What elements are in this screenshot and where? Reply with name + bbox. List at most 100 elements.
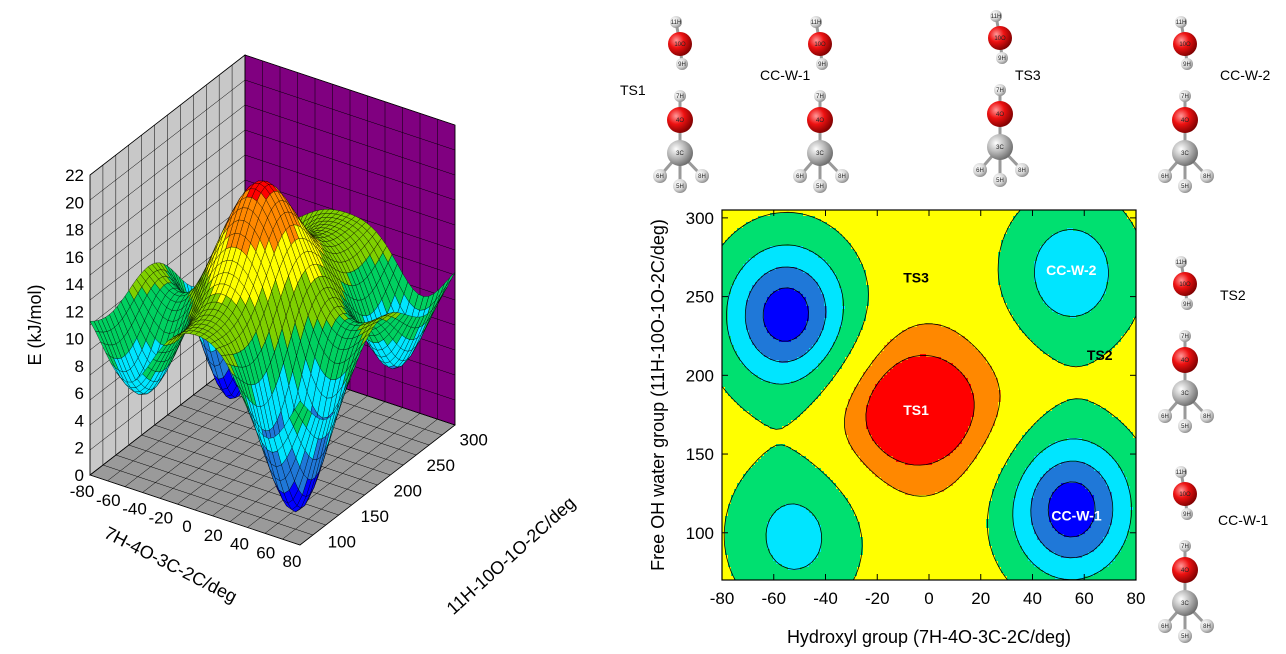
contour-cell: [722, 324, 729, 328]
contour-cell: [722, 576, 735, 580]
contour-cell: [860, 381, 879, 385]
contour-cell: [722, 222, 747, 226]
contour-cell: [869, 468, 969, 472]
contour-cell: [1094, 402, 1136, 406]
contour-cell: [797, 417, 846, 421]
contour-cell: [767, 528, 822, 532]
contour-cell: [725, 549, 771, 553]
contour-cell: [1124, 540, 1136, 544]
contour-cell: [722, 213, 771, 217]
contour-cell: [989, 507, 1014, 511]
contour-cell: [818, 255, 858, 259]
contour-cell: [869, 366, 894, 370]
contour-cell: [722, 492, 735, 496]
contour-cell: [722, 546, 726, 550]
contour-cell: [830, 477, 882, 481]
contour-cell: [1040, 291, 1107, 295]
contour-cell: [782, 426, 846, 430]
contour-cell: [722, 297, 729, 301]
contour-cell: [1043, 543, 1101, 547]
contour-cell: [842, 288, 870, 292]
contour-cell: [722, 258, 750, 262]
contour-cell: [731, 501, 849, 505]
contour-cell: [770, 549, 822, 553]
atom-label: 9H: [1183, 512, 1191, 518]
contour-cell: [866, 309, 1011, 313]
contour-cell: [722, 228, 738, 232]
contour-cell: [1049, 507, 1095, 511]
contour-cell: [722, 237, 729, 241]
surface-z-tick-label: 12: [65, 302, 84, 321]
contour-cell: [764, 303, 807, 307]
contour-cell: [746, 309, 765, 313]
grid-line: [89, 54, 246, 176]
hydrogen-atom: [1015, 163, 1029, 177]
contour-cell: [1100, 570, 1136, 574]
contour-cell: [1124, 333, 1136, 337]
contour-cell: [863, 267, 999, 271]
contour-cell: [947, 486, 996, 490]
contour-cell: [722, 375, 759, 379]
contour-cell: [1013, 513, 1032, 517]
contour-cell: [1088, 489, 1110, 493]
contour-cell: [977, 453, 1011, 457]
atom-label: 8H: [1018, 168, 1026, 174]
contour-cell: [974, 414, 999, 418]
contour-cell: [1055, 552, 1089, 556]
surface-z-tick-label: 0: [75, 466, 84, 485]
contour-cell: [824, 357, 846, 361]
contour-cell: [1115, 555, 1136, 559]
contour-cell: [1097, 444, 1136, 448]
contour-cell: [767, 450, 798, 454]
contour-cell: [1127, 330, 1136, 334]
contour-cell: [722, 300, 729, 304]
contour-cell: [1106, 258, 1136, 262]
contour-cell: [836, 339, 858, 343]
atom-label: 6H: [1161, 624, 1169, 630]
contour-cell: [986, 438, 1023, 442]
contour-cell: [791, 447, 852, 451]
contour-cell: [1028, 558, 1116, 562]
contour-cell: [863, 540, 990, 544]
contour-cell: [1034, 459, 1116, 463]
contour-line: [744, 266, 1114, 559]
contour-cell: [1025, 552, 1056, 556]
contour-cell: [1004, 300, 1044, 304]
contour-cell: [1001, 291, 1041, 295]
contour-cell: [818, 366, 843, 370]
contour-cell: [842, 315, 867, 319]
contour-cell: [1124, 471, 1136, 475]
molecule-label: TS1: [620, 82, 646, 98]
contour-cell: [797, 357, 825, 361]
contour-cell: [1034, 456, 1113, 460]
contour-cell: [1046, 447, 1104, 451]
contour-cell: [722, 447, 771, 451]
atom-label: 5H: [1181, 424, 1189, 430]
contour-cell: [974, 405, 999, 409]
contour-cell: [722, 462, 756, 466]
contour-cell: [737, 483, 837, 487]
contour-cell: [1112, 513, 1131, 517]
contour-cell: [1049, 444, 1098, 448]
contour-cell: [824, 387, 855, 391]
contour-cell: [773, 336, 798, 340]
contour-cell: [866, 270, 999, 274]
contour-cell: [845, 237, 1005, 241]
contour-cell: [803, 354, 828, 358]
contour-cell: [890, 339, 969, 343]
contour-cell: [836, 336, 858, 340]
contour-cell: [728, 504, 786, 508]
contour-cell: [722, 522, 726, 526]
contour-cell: [818, 522, 861, 526]
contour-cell: [968, 465, 1005, 469]
contour-axes: -80 -60 -40 -20 0 20 40 60 80 100 150 200 250 300: [686, 209, 1146, 608]
contour-y-tick-label: 100: [686, 524, 714, 543]
contour-cell: [1094, 513, 1113, 517]
contour-cell: [722, 348, 735, 352]
contour-cell: [983, 354, 1050, 358]
contour-cell: [770, 333, 801, 337]
contour-cell: [734, 348, 759, 352]
hydrogen-atom: [1158, 409, 1172, 423]
contour-cell: [866, 426, 969, 430]
contour-cell: [809, 249, 855, 253]
